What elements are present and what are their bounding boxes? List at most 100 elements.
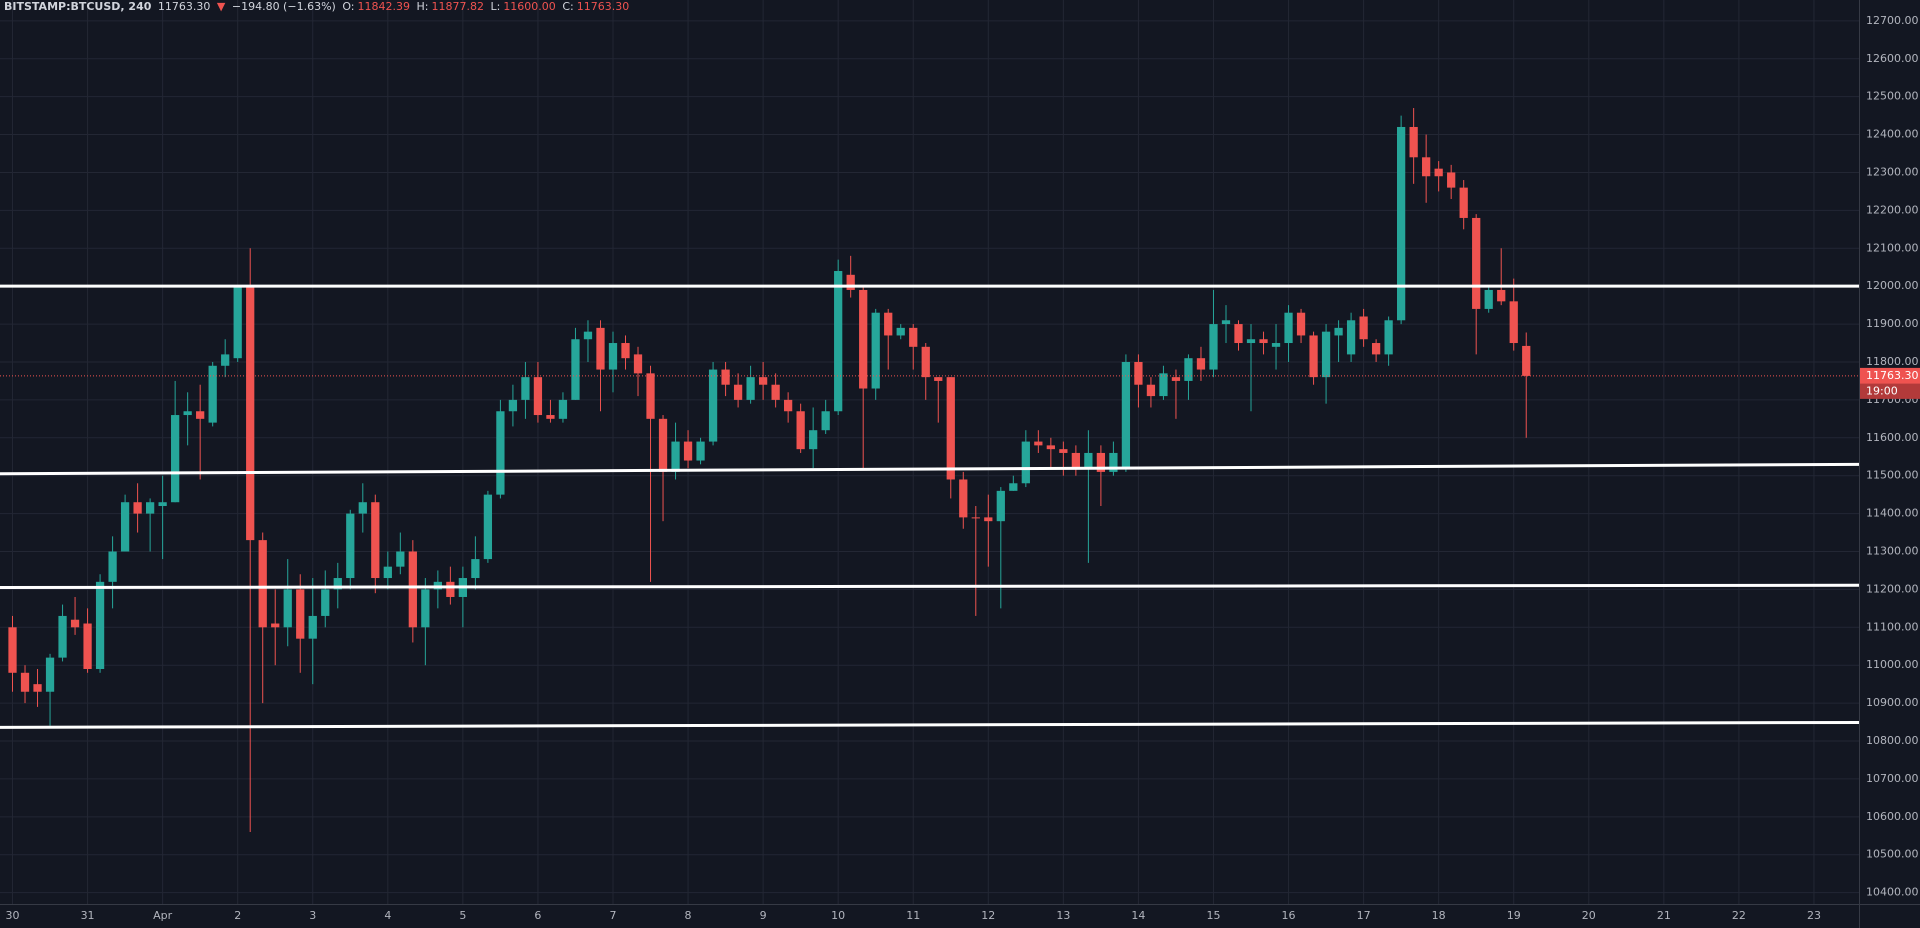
candle-body	[1296, 312, 1306, 336]
candle-body	[533, 377, 543, 416]
candle-body	[421, 589, 430, 628]
candle-body	[758, 377, 768, 385]
candle-body	[959, 479, 968, 518]
x-tick-label: Apr	[153, 909, 173, 922]
countdown-tag	[1860, 383, 1920, 399]
candle-body	[1334, 327, 1343, 336]
candle-body	[471, 559, 480, 579]
x-tick-label: 23	[1807, 909, 1821, 922]
candle-body	[1472, 217, 1481, 309]
y-tick-label: 12400.00	[1866, 128, 1919, 141]
candle-body	[1371, 343, 1381, 355]
candle-body	[809, 430, 818, 450]
candle-body	[371, 502, 380, 579]
y-tick-label: 11800.00	[1866, 355, 1919, 368]
y-tick-label: 10900.00	[1866, 696, 1919, 709]
y-tick-label: 10400.00	[1866, 886, 1919, 899]
candle-body	[658, 418, 668, 472]
candle-body	[646, 373, 655, 419]
candle-body	[1309, 335, 1318, 378]
candle-body	[1397, 126, 1406, 321]
candle-body	[1359, 316, 1368, 340]
y-tick-label: 11300.00	[1866, 544, 1919, 557]
candle-body	[120, 502, 130, 552]
ohlc-label: H:	[416, 0, 429, 13]
y-tick-label: 10500.00	[1866, 848, 1919, 861]
candle-body	[408, 551, 417, 628]
x-tick-label: 12	[981, 909, 995, 922]
candle-body	[1084, 452, 1093, 469]
candle-body	[1484, 289, 1493, 309]
candle-body	[558, 399, 568, 419]
candle-body	[258, 540, 267, 628]
candle-body	[583, 331, 593, 340]
y-tick-label: 10700.00	[1866, 772, 1919, 785]
candle-body	[1284, 312, 1293, 344]
candle-body	[221, 354, 230, 366]
candle-body	[909, 327, 918, 347]
candle-body	[1447, 172, 1456, 188]
candle-body	[308, 615, 317, 639]
candle-body	[246, 286, 255, 541]
y-tick-label: 11600.00	[1866, 431, 1919, 444]
candle-body	[145, 502, 155, 514]
candle-body	[396, 551, 405, 567]
candle-body	[821, 411, 830, 431]
candle-body	[333, 578, 342, 590]
y-tick-label: 11100.00	[1866, 620, 1919, 633]
candle-body	[996, 490, 1005, 522]
x-tick-label: 19	[1507, 909, 1521, 922]
candle-body	[834, 271, 843, 412]
candle-body	[321, 589, 330, 616]
candle-body	[884, 312, 893, 336]
candle-body	[784, 399, 793, 412]
x-tick-label: 8	[685, 909, 692, 922]
candle-body	[70, 619, 80, 628]
candle-body	[1384, 320, 1393, 355]
candle-body	[95, 581, 105, 669]
candle-body	[383, 566, 392, 579]
candle-body	[571, 339, 580, 400]
ohlc-label: O:	[342, 0, 355, 13]
ohlc-label: L:	[490, 0, 501, 13]
candle-body	[358, 502, 367, 514]
candle-body	[171, 415, 180, 503]
candle-body	[158, 502, 167, 507]
symbol: BITSTAMP:BTCUSD, 240	[4, 0, 152, 13]
candle-body	[1196, 358, 1206, 370]
x-tick-label: 2	[234, 909, 241, 922]
candle-body	[108, 551, 117, 582]
candle-body	[596, 327, 605, 370]
candle-body	[283, 589, 292, 628]
candle-body	[8, 627, 17, 673]
candle-body	[33, 684, 42, 692]
candle-body	[233, 286, 242, 359]
ohlc-value: 11600.00	[503, 0, 556, 13]
candle-body	[1159, 373, 1168, 397]
level-line	[0, 720, 1860, 729]
candle-body	[1096, 452, 1106, 472]
y-tick-label: 12600.00	[1866, 52, 1919, 65]
candle-body	[1497, 289, 1506, 302]
candle-body	[921, 346, 930, 378]
candle-body	[1146, 384, 1156, 397]
candle-body	[1121, 361, 1131, 469]
candle-body	[1134, 361, 1143, 385]
candle-body	[183, 411, 192, 416]
candle-body	[296, 589, 305, 639]
candle-body	[1522, 345, 1531, 376]
candle-body	[1009, 483, 1018, 491]
x-tick-label: 11	[906, 909, 920, 922]
candle-body	[496, 411, 505, 495]
candle-body	[1221, 320, 1231, 325]
candle-body	[208, 365, 217, 423]
x-tick-label: 14	[1131, 909, 1145, 922]
candle-body	[1459, 187, 1468, 218]
y-tick-label: 12500.00	[1866, 90, 1919, 103]
candle-body	[796, 411, 805, 450]
change: −194.80 (−1.63%)	[231, 0, 336, 13]
candle-body	[1021, 441, 1030, 484]
candle-body	[1271, 343, 1281, 347]
